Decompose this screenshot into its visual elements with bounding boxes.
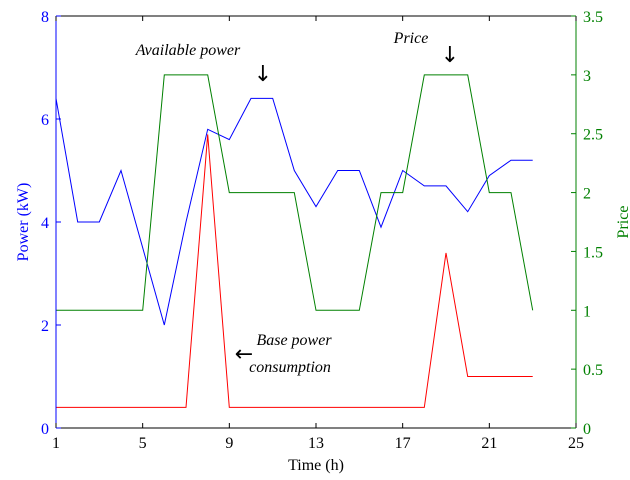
price-arrow: ↓ bbox=[441, 43, 459, 68]
x-tick-label: 25 bbox=[568, 435, 584, 452]
base-power-consumption-line bbox=[56, 134, 533, 408]
price-line bbox=[56, 74, 534, 311]
x-axis-title: Time (h) bbox=[288, 457, 344, 474]
series-layer bbox=[55, 74, 534, 408]
left-y-axis-title: Power (kW) bbox=[15, 183, 32, 262]
right-y-tick-label: 2.5 bbox=[583, 127, 603, 144]
left-y-tick-label: 6 bbox=[41, 112, 49, 129]
x-tick-label: 5 bbox=[139, 435, 147, 452]
left-y-tick-label: 2 bbox=[41, 318, 49, 335]
base-power-annotation-line1: Base power bbox=[256, 332, 332, 349]
left-y-tick-label: 4 bbox=[41, 215, 49, 232]
right-y-tick-label: 1 bbox=[583, 303, 591, 320]
x-tick-label: 1 bbox=[52, 435, 60, 452]
right-y-tick-label: 0 bbox=[583, 421, 591, 438]
left-y-tick-label: 8 bbox=[41, 9, 49, 26]
right-y-tick-label: 3 bbox=[583, 68, 591, 85]
base-power-arrow: ← bbox=[235, 342, 253, 367]
base-power-annotation-line2: consumption bbox=[249, 359, 331, 376]
price-annotation: Price bbox=[393, 30, 429, 47]
right-y-tick-label: 3.5 bbox=[583, 9, 603, 26]
right-y-tick-label: 2 bbox=[583, 186, 591, 203]
x-tick-label: 13 bbox=[308, 435, 324, 452]
right-y-tick-label: 1.5 bbox=[583, 244, 603, 261]
available-power-annotation: Available power bbox=[135, 42, 241, 59]
left-y-tick-label: 0 bbox=[41, 421, 49, 438]
plot-area bbox=[56, 16, 576, 428]
right-y-axis-title: Price bbox=[615, 206, 630, 239]
available-power-line bbox=[55, 97, 533, 326]
x-tick-label: 9 bbox=[225, 435, 233, 452]
available-power-arrow: ↓ bbox=[254, 62, 272, 87]
x-tick-label: 21 bbox=[481, 435, 497, 452]
right-y-tick-label: 0.5 bbox=[583, 362, 603, 379]
x-tick-label: 17 bbox=[395, 435, 411, 452]
